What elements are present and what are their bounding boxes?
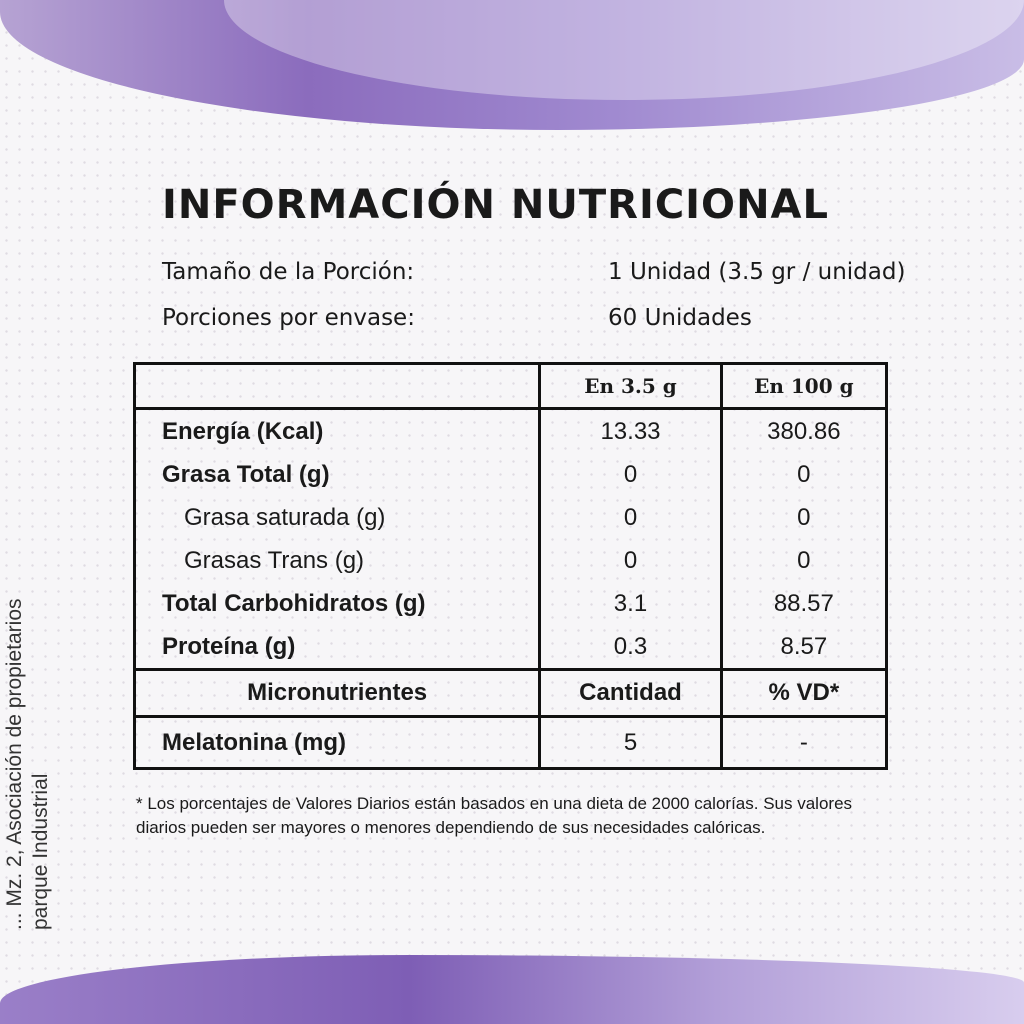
header-cell: En 100 g (719, 363, 887, 410)
footnote: * Los porcentajes de Valores Diarios est… (136, 794, 853, 837)
quantity: 5 (538, 716, 722, 769)
nutrition-table: En 3.5 g En 100 g Energía (Kcal) 13.33 3… (132, 362, 888, 770)
value-per-100g: 8.57 (719, 625, 887, 670)
value-per-100g: 88.57 (719, 582, 887, 625)
servings-per-container-label: Porciones por envase: (162, 305, 415, 331)
nutrient-name: Grasa Total (g) (132, 453, 540, 496)
value-per-100g: 380.86 (719, 408, 887, 453)
side-text-line: ... Mz. 2, Asociación de propietarios (3, 598, 26, 931)
serving-size-value: 1 Unidad (3.5 gr / unidad) (608, 259, 906, 285)
table-row: Grasa Total (g) 0 0 (132, 453, 887, 496)
table-row: Proteína (g) 0.3 8.57 (132, 625, 887, 670)
purple-wave-bottom (0, 955, 1024, 1024)
page-title: INFORMACIÓN NUTRICIONAL (162, 182, 829, 228)
table-header-row: En 3.5 g En 100 g (132, 363, 887, 410)
value-per-serving: 0 (538, 453, 722, 496)
header-cell: Cantidad (538, 668, 722, 718)
nutrient-name: Proteína (g) (132, 625, 540, 670)
daily-value-percent: - (719, 716, 887, 769)
side-address-text: ... Mz. 2, Asociación de propietarios pa… (2, 599, 54, 931)
value-per-100g: 0 (719, 539, 887, 582)
servings-per-container-value: 60 Unidades (608, 305, 752, 331)
value-per-serving: 3.1 (538, 582, 722, 625)
value-per-100g: 0 (719, 496, 887, 539)
value-per-100g: 0 (719, 453, 887, 496)
table-row: Melatonina (mg) 5 - (132, 716, 887, 769)
header-cell (132, 363, 540, 410)
nutrient-name: Energía (Kcal) (132, 408, 540, 453)
table-row: Grasas Trans (g) 0 0 (132, 539, 887, 582)
value-per-serving: 0 (538, 496, 722, 539)
table-row: Energía (Kcal) 13.33 380.86 (132, 408, 887, 453)
nutrient-name: Grasa saturada (g) (132, 496, 540, 539)
table-row: Total Carbohidratos (g) 3.1 88.57 (132, 582, 887, 625)
serving-size-label: Tamaño de la Porción: (162, 259, 415, 285)
nutrient-name: Total Carbohidratos (g) (132, 582, 540, 625)
micronutrients-header-row: Micronutrientes Cantidad % VD* (132, 668, 887, 718)
side-text-line: parque Industrial (29, 773, 52, 930)
table-row: Grasa saturada (g) 0 0 (132, 496, 887, 539)
header-cell: Micronutrientes (132, 668, 540, 718)
nutrient-name: Melatonina (mg) (132, 716, 540, 769)
value-per-serving: 0 (538, 539, 722, 582)
nutrient-name: Grasas Trans (g) (132, 539, 540, 582)
value-per-serving: 0.3 (538, 625, 722, 670)
header-cell: % VD* (719, 668, 887, 718)
header-cell: En 3.5 g (538, 363, 722, 410)
value-per-serving: 13.33 (538, 408, 722, 453)
